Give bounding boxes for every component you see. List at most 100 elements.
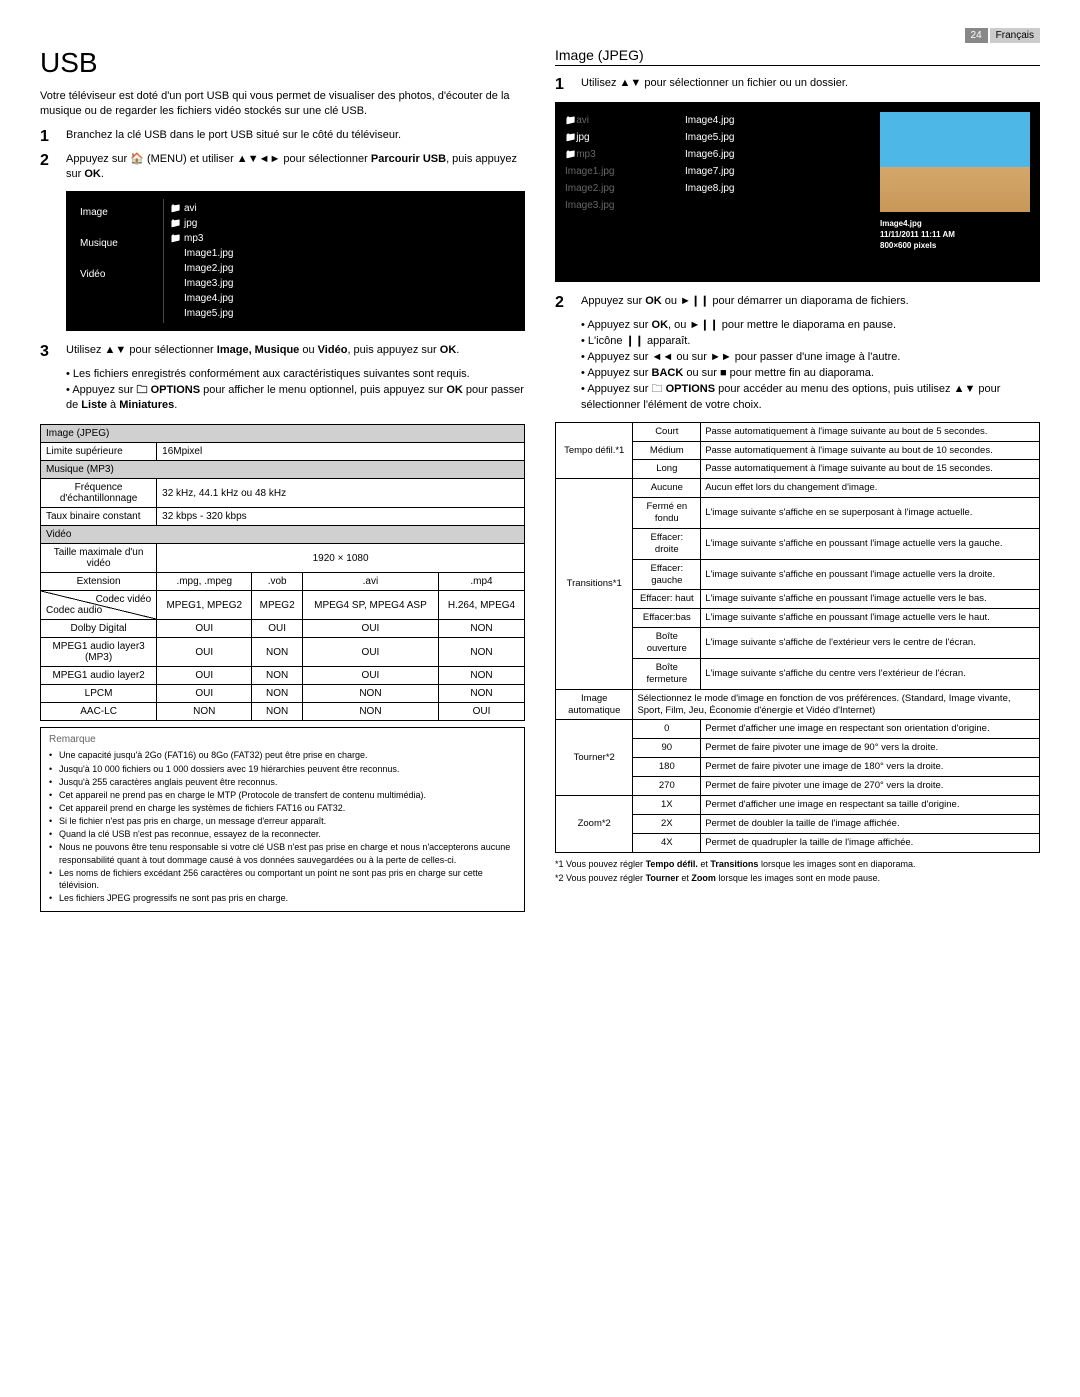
file-item: Image8.jpg (685, 180, 795, 197)
list-item: Appuyez sur 🗀 OPTIONS pour afficher le m… (66, 383, 525, 415)
list-item: Si le fichier n'est pas pris en charge, … (49, 815, 516, 827)
file-item: Image3.jpg (170, 276, 511, 291)
step-3: 3 Utilisez ▲▼ pour sélectionner Image, M… (40, 343, 525, 361)
folder-icon (565, 132, 576, 143)
options-table: Tempo défil.*1CourtPasse automatiquement… (555, 422, 1040, 853)
step-num: 2 (555, 294, 573, 312)
folder-icon (170, 218, 184, 229)
table-row: Dolby DigitalOUIOUIOUINON (41, 620, 525, 638)
table-row: MPEG1 audio layer3 (MP3)OUINONOUINON (41, 638, 525, 667)
footnote: *1 Vous pouvez régler Tempo défil. et Tr… (555, 859, 1040, 885)
table-row: Transitions*1AucuneAucun effet lors du c… (556, 479, 1040, 498)
table-row: AAC-LCNONNONNONOUI (41, 703, 525, 721)
step-text: Branchez la clé USB dans le port USB sit… (66, 128, 525, 146)
jpeg-heading: Image (JPEG) (555, 47, 1040, 66)
step-3-subs: Les fichiers enregistrés conformément au… (66, 367, 525, 415)
table-row: MPEG1 audio layer2OUINONOUINON (41, 667, 525, 685)
step-text: Appuyez sur 🏠 (MENU) et utiliser ▲▼◄► po… (66, 152, 525, 183)
page-header: 24Français (40, 20, 1040, 47)
step-2-subs: Appuyez sur OK, ou ►❙❙ pour mettre le di… (581, 318, 1040, 414)
list-item: Nous ne pouvons être tenu responsable si… (49, 841, 516, 865)
table-row: Tourner*20Permet d'afficher une image en… (556, 720, 1040, 739)
list-item: Les fichiers enregistrés conformément au… (66, 367, 525, 383)
list-item: Appuyez sur ◄◄ ou sur ►► pour passer d'u… (581, 350, 1040, 366)
list-item: Jusqu'à 10 000 fichiers ou 1 000 dossier… (49, 763, 516, 775)
table-header: Musique (MP3) (41, 461, 525, 479)
table-header: Image (JPEG) (41, 425, 525, 443)
list-item: Cet appareil ne prend pas en charge le M… (49, 789, 516, 801)
step-text: Appuyez sur OK ou ►❙❙ pour démarrer un d… (581, 294, 1040, 312)
list-item: Jusqu'à 255 caractères anglais peuvent ê… (49, 776, 516, 788)
step-text: Utilisez ▲▼ pour sélectionner un fichier… (581, 76, 1040, 94)
file-item: Image3.jpg (565, 197, 675, 214)
step-num: 3 (40, 343, 58, 361)
folder-icon (170, 233, 184, 244)
table-row: Image automatiqueSélectionnez le mode d'… (556, 689, 1040, 720)
file-item: avi (170, 201, 511, 216)
right-column: Image (JPEG) 1 Utilisez ▲▼ pour sélectio… (555, 47, 1040, 912)
left-column: USB Votre téléviseur est doté d'un port … (40, 47, 525, 912)
menu-item: Musique (80, 228, 157, 259)
browser-col: avijpgmp3Image1.jpgImage2.jpgImage3.jpg (565, 112, 675, 214)
step-1: 1 Utilisez ▲▼ pour sélectionner un fichi… (555, 76, 1040, 94)
folder-icon (565, 149, 576, 160)
file-item: Image5.jpg (685, 129, 795, 146)
jpeg-browser-box: avijpgmp3Image1.jpgImage2.jpgImage3.jpg … (555, 102, 1040, 282)
usb-intro: Votre téléviseur est doté d'un port USB … (40, 89, 525, 120)
list-item: Les fichiers JPEG progressifs ne sont pa… (49, 892, 516, 904)
file-item: mp3 (565, 146, 675, 163)
list-item: L'icône ❙❙ apparaît. (581, 334, 1040, 350)
step-num: 1 (40, 128, 58, 146)
menu-files: avi jpg mp3 Image1.jpg Image2.jpg Image3… (164, 199, 517, 323)
file-item: Image5.jpg (170, 306, 511, 321)
file-item: Image4.jpg (685, 112, 795, 129)
list-item: Appuyez sur BACK ou sur ■ pour mettre fi… (581, 366, 1040, 382)
list-item: Appuyez sur OK, ou ►❙❙ pour mettre le di… (581, 318, 1040, 334)
usb-menu-box: Image Musique Vidéo avi jpg mp3 Image1.j… (66, 191, 525, 331)
file-item: Image1.jpg (565, 163, 675, 180)
file-item: mp3 (170, 231, 511, 246)
preview-image (880, 112, 1030, 212)
usb-heading: USB (40, 47, 525, 79)
home-icon: 🏠 (130, 153, 144, 165)
menu-item: Vidéo (80, 259, 157, 290)
list-item: Appuyez sur 🗀 OPTIONS pour accéder au me… (581, 382, 1040, 414)
step-text: Utilisez ▲▼ pour sélectionner Image, Mus… (66, 343, 525, 361)
table-row: Tempo défil.*1CourtPasse automatiquement… (556, 422, 1040, 441)
preview-info: Image4.jpg 11/11/2011 11:11 AM 800×600 p… (880, 218, 1030, 252)
step-num: 2 (40, 152, 58, 183)
browser-col: Image4.jpgImage5.jpgImage6.jpgImage7.jpg… (685, 112, 795, 214)
file-item: Image7.jpg (685, 163, 795, 180)
file-item: Image6.jpg (685, 146, 795, 163)
menu-categories: Image Musique Vidéo (74, 199, 164, 323)
page: 24Français USB Votre téléviseur est doté… (0, 0, 1080, 932)
remarque-box: Remarque Une capacité jusqu'à 2Go (FAT16… (40, 727, 525, 912)
list-item: Cet appareil prend en charge les système… (49, 802, 516, 814)
table-header: Vidéo (41, 526, 525, 544)
list-item: Quand la clé USB n'est pas reconnue, ess… (49, 828, 516, 840)
file-item: Image2.jpg (565, 180, 675, 197)
file-item: avi (565, 112, 675, 129)
file-item: Image1.jpg (170, 246, 511, 261)
remarque-title: Remarque (49, 734, 516, 745)
menu-item: Image (80, 203, 157, 228)
folder-icon (565, 115, 576, 126)
file-item: jpg (170, 216, 511, 231)
step-2: 2 Appuyez sur 🏠 (MENU) et utiliser ▲▼◄► … (40, 152, 525, 183)
list-item: Les noms de fichiers excédant 256 caract… (49, 867, 516, 891)
folder-icon (170, 203, 184, 214)
table-row: LPCMOUINONNONNON (41, 685, 525, 703)
page-number: 24 (965, 28, 988, 43)
step-2: 2 Appuyez sur OK ou ►❙❙ pour démarrer un… (555, 294, 1040, 312)
step-1: 1 Branchez la clé USB dans le port USB s… (40, 128, 525, 146)
list-item: Une capacité jusqu'à 2Go (FAT16) ou 8Go … (49, 749, 516, 761)
specs-table: Image (JPEG) Limite supérieure16Mpixel M… (40, 424, 525, 721)
file-item: jpg (565, 129, 675, 146)
language-label: Français (990, 28, 1040, 43)
step-num: 1 (555, 76, 573, 94)
file-item: Image4.jpg (170, 291, 511, 306)
table-row: Zoom*21XPermet d'afficher une image en r… (556, 795, 1040, 814)
file-item: Image2.jpg (170, 261, 511, 276)
preview-panel: Image4.jpg 11/11/2011 11:11 AM 800×600 p… (880, 112, 1030, 252)
diagonal-cell: Codec vidéoCodec audio (41, 591, 157, 620)
